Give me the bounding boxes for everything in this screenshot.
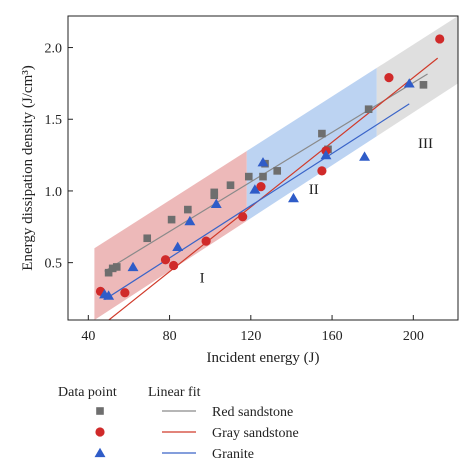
data-point-gray-sandstone bbox=[169, 260, 179, 271]
data-point-gray-sandstone bbox=[160, 255, 171, 265]
region-3-band bbox=[376, 16, 458, 137]
legend-label-granite: Granite bbox=[212, 447, 254, 462]
data-point-granite bbox=[288, 192, 299, 203]
y-tick-label: 1.5 bbox=[45, 113, 63, 128]
legend: Data point Linear fit Red sandstone Gray… bbox=[58, 385, 299, 462]
x-tick-label: 160 bbox=[322, 329, 343, 344]
data-point-red-sandstone bbox=[364, 105, 373, 114]
data-point-granite bbox=[320, 149, 332, 160]
data-point-red-sandstone bbox=[273, 167, 282, 175]
data-point-granite bbox=[359, 151, 371, 161]
region-3-label: III bbox=[418, 136, 433, 152]
legend-marker-granite bbox=[94, 447, 106, 458]
data-point-red-sandstone bbox=[143, 234, 152, 243]
data-point-granite bbox=[127, 261, 139, 272]
data-point-granite bbox=[403, 78, 415, 88]
data-point-red-sandstone bbox=[167, 215, 176, 224]
y-tick-label: 1.0 bbox=[45, 185, 63, 200]
x-axis: 40 80 120 160 200 bbox=[81, 315, 424, 344]
data-point-granite bbox=[103, 290, 115, 300]
plot-frame bbox=[67, 15, 459, 321]
data-points bbox=[95, 34, 445, 300]
data-point-red-sandstone bbox=[184, 205, 192, 214]
region-1-band bbox=[94, 150, 247, 320]
x-tick-label: 120 bbox=[240, 329, 261, 344]
x-tick-label: 80 bbox=[163, 329, 177, 344]
x-tick-label: 200 bbox=[403, 329, 424, 344]
y-tick-label: 2.0 bbox=[45, 42, 63, 57]
fit-line-granite bbox=[104, 103, 410, 301]
data-point-red-sandstone bbox=[104, 268, 113, 277]
legend-header-linear-fit: Linear fit bbox=[148, 385, 201, 400]
data-point-red-sandstone bbox=[226, 181, 235, 190]
data-point-red-sandstone bbox=[112, 263, 121, 271]
data-point-granite bbox=[249, 184, 261, 194]
x-axis-title: Incident energy (J) bbox=[206, 350, 319, 366]
data-point-gray-sandstone bbox=[120, 288, 130, 298]
legend-marker-red-sandstone bbox=[96, 407, 104, 415]
y-tick-label: 0.5 bbox=[45, 257, 63, 272]
region-1-label: I bbox=[200, 271, 205, 287]
data-point-granite bbox=[184, 215, 196, 226]
legend-label-red-sandstone: Red sandstone bbox=[212, 405, 293, 420]
region-2-label: II bbox=[309, 182, 319, 198]
data-point-red-sandstone bbox=[318, 129, 326, 138]
data-point-red-sandstone bbox=[259, 172, 267, 181]
data-point-gray-sandstone bbox=[201, 236, 211, 246]
fit-line-gray-sandstone bbox=[107, 57, 439, 320]
x-tick-label: 40 bbox=[81, 329, 95, 344]
data-point-gray-sandstone bbox=[238, 212, 248, 222]
data-point-granite bbox=[210, 198, 222, 209]
legend-header-data-point: Data point bbox=[58, 385, 117, 400]
data-point-gray-sandstone bbox=[256, 182, 266, 192]
data-point-red-sandstone bbox=[108, 264, 117, 273]
data-point-red-sandstone bbox=[419, 81, 428, 89]
fit-line-red-sandstone bbox=[104, 73, 428, 272]
legend-marker-gray-sandstone bbox=[95, 427, 105, 437]
data-point-red-sandstone bbox=[244, 172, 253, 181]
data-point-granite bbox=[172, 241, 184, 252]
legend-label-gray-sandstone: Gray sandstone bbox=[212, 426, 299, 441]
data-point-red-sandstone bbox=[210, 188, 219, 197]
data-point-granite bbox=[257, 157, 269, 167]
y-axis-title: Energy dissipation density (J/cm³) bbox=[20, 65, 36, 270]
fit-lines bbox=[104, 57, 439, 320]
data-point-gray-sandstone bbox=[435, 34, 445, 44]
y-axis: 0.5 1.0 1.5 2.0 bbox=[45, 42, 73, 272]
data-point-gray-sandstone bbox=[317, 166, 327, 176]
data-point-gray-sandstone bbox=[384, 73, 394, 83]
